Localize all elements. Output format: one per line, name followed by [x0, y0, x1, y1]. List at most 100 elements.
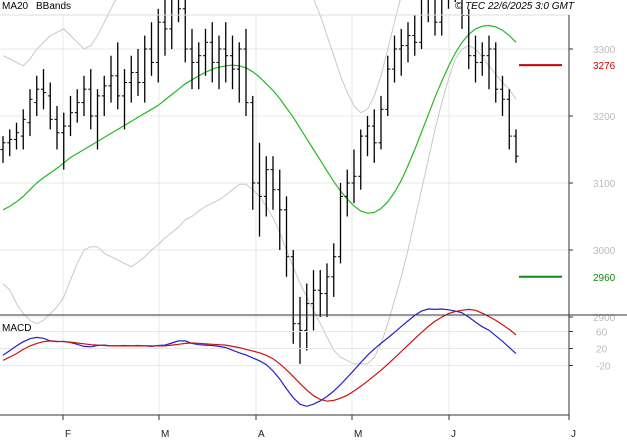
ohlc-bar — [95, 89, 100, 150]
macd-y-axis: 60 20 -20 — [569, 328, 611, 373]
ohlc-bar — [338, 183, 343, 264]
ohlc-bar — [61, 112, 67, 170]
ohlc-bar — [311, 270, 316, 331]
macd-grid — [0, 315, 570, 415]
ohlc-bar — [513, 129, 519, 163]
ohlc-bar — [122, 69, 127, 130]
ohlc-bar — [14, 122, 19, 150]
ohlc-bar — [412, 15, 418, 56]
ohlc-bar — [108, 55, 114, 103]
ohlc-bar — [203, 28, 208, 76]
ohlc-bar — [439, 0, 443, 36]
ohlc-bar — [81, 75, 87, 116]
ohlc-bar — [351, 149, 357, 204]
ohlc-bar — [257, 142, 262, 237]
time-axis-label: A — [258, 429, 265, 440]
ohlc-bar — [290, 250, 296, 344]
macd-y-tick-label: 60 — [596, 328, 608, 339]
ohlc-bar — [398, 28, 404, 76]
ohlc-bar — [7, 129, 13, 157]
ohlc-bar — [486, 35, 492, 90]
ohlc-bar — [277, 169, 283, 250]
ohlc-bar — [209, 22, 215, 83]
macd-title: MACD — [2, 323, 31, 334]
ohlc-bar — [216, 35, 222, 90]
ohlc-bar — [74, 89, 80, 123]
ohlc-bar — [243, 28, 249, 116]
ma20-path — [2, 24, 517, 214]
ohlc-bar — [405, 22, 411, 63]
ohlc-bar — [479, 42, 485, 76]
macd-lines — [2, 308, 517, 407]
copyright-text: © TEC 22/6/2025 3:0 GMT — [455, 1, 575, 12]
legend-bbands: BBands — [36, 1, 71, 12]
level-label-support: 2960 — [593, 273, 616, 284]
price-levels: 3276 2960 — [519, 61, 616, 284]
time-axis-label: J — [571, 429, 576, 440]
ohlc-bar — [223, 22, 229, 83]
macd-panel: MACD 60 20 -20 — [0, 308, 611, 415]
ohlc-bar — [162, 0, 168, 56]
ohlc-bar — [182, 0, 188, 63]
signal-line — [2, 308, 517, 402]
ohlc-bar — [500, 75, 505, 116]
ohlc-bar — [41, 69, 46, 110]
ohlc-bar — [68, 95, 73, 137]
ohlc-bar — [196, 42, 202, 90]
macd-line — [2, 308, 517, 407]
ohlc-bar — [358, 129, 364, 190]
ohlc-bar — [434, 0, 438, 36]
level-label-resistance: 3276 — [593, 61, 616, 72]
ohlc-bar — [378, 95, 384, 150]
ohlc-bar — [297, 296, 303, 364]
ohlc-bar — [371, 109, 377, 163]
ohlc-bar — [20, 109, 26, 150]
ohlc-bars — [0, 0, 519, 364]
ohlc-bar — [149, 22, 154, 76]
ohlc-bar — [270, 156, 276, 210]
ohlc-bar — [230, 35, 235, 90]
ohlc-bar — [331, 243, 337, 297]
macd-y-tick-label: 20 — [596, 345, 608, 356]
ohlc-bar — [344, 169, 350, 217]
time-axis-label: M — [161, 429, 169, 440]
ohlc-bar — [506, 89, 512, 150]
ohlc-bar — [54, 105, 60, 150]
ohlc-bar — [250, 95, 256, 210]
macd-y-tick-label: -20 — [596, 362, 611, 373]
ohlc-bar — [27, 89, 33, 137]
ma20-line — [2, 24, 517, 214]
ohlc-bar — [447, 0, 450, 9]
ohlc-bar — [177, 0, 181, 23]
ohlc-bar — [317, 270, 323, 317]
ohlc-bar — [304, 283, 310, 351]
ohlc-bar — [0, 136, 6, 163]
ohlc-bar — [135, 49, 141, 96]
ohlc-bar — [427, 0, 429, 23]
ohlc-bar — [385, 55, 391, 116]
ohlc-bar — [189, 28, 195, 90]
ohlc-bar — [392, 35, 397, 83]
ohlc-bar — [169, 0, 173, 49]
price-y-axis: 2900300031003200330034003500 — [569, 45, 616, 324]
ohlc-bar — [236, 42, 242, 103]
time-axis-label: J — [451, 429, 456, 440]
price-y-tick-label: 3300 — [593, 45, 616, 56]
ohlc-bar — [101, 75, 107, 116]
ohlc-bar — [473, 35, 478, 83]
ohlc-bar — [115, 42, 121, 110]
bband-upper-line — [2, 0, 401, 114]
legend-ma20: MA20 — [2, 1, 29, 12]
ohlc-bar — [155, 8, 161, 83]
price-y-tick-label: 2900 — [593, 313, 616, 324]
ohlc-bar — [365, 116, 370, 157]
price-y-tick-label: 3100 — [593, 179, 616, 190]
ohlc-bar — [263, 156, 269, 217]
axes-frame — [0, 14, 627, 416]
price-y-tick-label: 3200 — [593, 112, 616, 123]
price-panel-frame — [0, 15, 569, 315]
ohlc-bar — [128, 55, 134, 103]
